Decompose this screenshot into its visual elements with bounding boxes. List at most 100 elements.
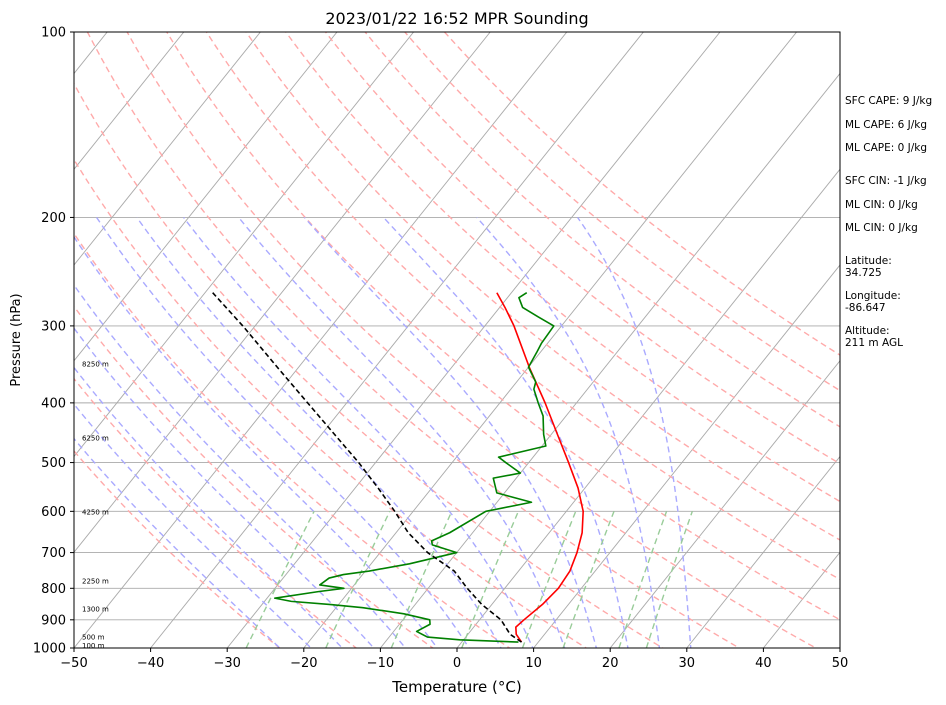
mixing-ratio-16 [618, 511, 668, 648]
info-ml-cin: ML CIN: 0 J/kg [845, 199, 918, 211]
x-tick-label--30: −30 [213, 656, 240, 671]
info-panel: SFC CAPE: 9 J/kg ML CAPE: 6 J/kg ML CAPE… [845, 95, 932, 349]
mixing-ratio-2 [390, 511, 453, 648]
x-tick-label--50: −50 [60, 656, 87, 671]
isotherm--90 [74, 32, 261, 266]
height-label: 6250 m [82, 434, 109, 442]
x-axis-label: Temperature (°C) [391, 678, 521, 696]
isotherm-0 [456, 168, 840, 648]
isotherm-20 [609, 360, 840, 648]
moist-adiabat-8 [136, 217, 502, 648]
y-tick-label-300: 300 [41, 319, 66, 334]
mixing-ratio-4 [461, 511, 520, 648]
dry-adiabat-350 [245, 32, 840, 541]
chart-title: 2023/01/22 16:52 MPR Sounding [325, 9, 588, 28]
x-tick-label-30: 30 [679, 656, 696, 671]
y-tick-label-400: 400 [41, 396, 66, 411]
info-sfc-cape: SFC CAPE: 9 J/kg [845, 95, 932, 107]
mixing-ratio-0.4 [245, 511, 315, 648]
dry-adiabat-280 [74, 232, 511, 648]
info-latitude-value: 34.725 [845, 267, 882, 279]
info-ml-cape-2: ML CAPE: 0 J/kg [845, 142, 927, 154]
moist-adiabat-4 [96, 217, 470, 648]
height-label: 100 m [82, 642, 105, 650]
axis-ticks: −50 −40 −30 −20 −10 0 10 20 30 40 50 1000 900 800 700 6… [33, 26, 848, 672]
height-label: 1300 m [82, 606, 109, 614]
mixing-ratio-1 [325, 511, 391, 648]
x-tick-label--10: −10 [367, 656, 394, 671]
moist-adiabat-28 [476, 216, 661, 648]
y-tick-label-500: 500 [41, 456, 66, 471]
info-ml-cape: ML CAPE: 6 J/kg [845, 119, 927, 131]
data-lines [212, 292, 584, 643]
moist-adiabat-32 [577, 217, 692, 648]
y-tick-label-600: 600 [41, 505, 66, 520]
isotherm-30 [686, 455, 840, 648]
x-tick-label--20: −20 [290, 656, 317, 671]
height-label: 2250 m [82, 578, 109, 586]
mixing-ratio-10 [562, 511, 615, 648]
info-altitude-value: 211 m AGL [845, 337, 903, 349]
x-tick-label-40: 40 [755, 656, 772, 671]
isotherm-10 [533, 264, 840, 648]
dry-adiabat-380 [364, 32, 840, 428]
isotherm-40 [762, 551, 840, 648]
isotherm--20 [303, 32, 798, 648]
isotherm--70 [74, 32, 415, 458]
isotherm--100 [74, 32, 185, 170]
mixing-ratio-20 [645, 511, 693, 648]
plot-frame [73, 31, 841, 649]
dewpoint-line [273, 292, 555, 643]
dry-adiabat-390 [403, 32, 840, 392]
moist-adiabat-20 [303, 216, 598, 648]
moist-adiabat--12 [74, 366, 344, 648]
info-sfc-cin: SFC CIN: -1 J/kg [845, 175, 927, 187]
y-tick-label-200: 200 [41, 211, 66, 226]
isotherm--10 [379, 72, 840, 648]
isotherm--80 [74, 32, 338, 362]
info-ml-cin-2: ML CIN: 0 J/kg [845, 222, 918, 234]
isotherm--30 [226, 32, 721, 648]
dry-adiabat-290 [74, 158, 588, 648]
y-tick-label-900: 900 [41, 613, 66, 628]
moist-adiabat-0 [74, 235, 439, 648]
moist-adiabat--16 [74, 403, 312, 648]
y-tick-label-1000: 1000 [33, 642, 66, 657]
info-longitude-value: -86.647 [845, 302, 886, 314]
info-longitude-label: Longitude: [845, 290, 901, 302]
dry-adiabat-270 [74, 305, 435, 648]
height-label: 8250 m [82, 361, 109, 369]
dry-adiabat-250 [74, 449, 281, 648]
height-label: 500 m [82, 634, 105, 642]
moist-adiabat-16 [238, 216, 566, 648]
moist-adiabat-24 [383, 216, 629, 648]
dry-adiabat-330 [165, 32, 840, 621]
y-tick-label-700: 700 [41, 546, 66, 561]
moist-adiabat--4 [74, 283, 407, 648]
dry-adiabat-260 [74, 377, 358, 648]
info-latitude-label: Latitude: [845, 255, 892, 267]
mixing-ratio-7 [521, 511, 577, 648]
parcel-line [212, 292, 522, 643]
x-tick-label-0: 0 [453, 656, 461, 671]
y-axis-label: Pressure (hPa) [9, 293, 24, 386]
y-tick-label-100: 100 [41, 26, 66, 41]
x-tick-label-20: 20 [602, 656, 619, 671]
dry-adiabat-310 [86, 32, 741, 648]
dry-adiabat-360 [284, 32, 840, 503]
x-tick-label--40: −40 [137, 656, 164, 671]
background-lines [74, 32, 840, 648]
x-tick-label-50: 50 [832, 656, 849, 671]
isotherm--50 [74, 32, 568, 648]
isotherm--40 [150, 32, 644, 648]
height-label: 4250 m [82, 508, 109, 516]
dry-adiabat-300 [74, 82, 665, 648]
x-tick-label-10: 10 [525, 656, 542, 671]
y-tick-label-800: 800 [41, 582, 66, 597]
info-altitude-label: Altitude: [845, 325, 890, 337]
temperature-line [496, 292, 584, 643]
moist-adiabat--8 [74, 327, 375, 648]
dry-adiabat-340 [205, 32, 840, 581]
